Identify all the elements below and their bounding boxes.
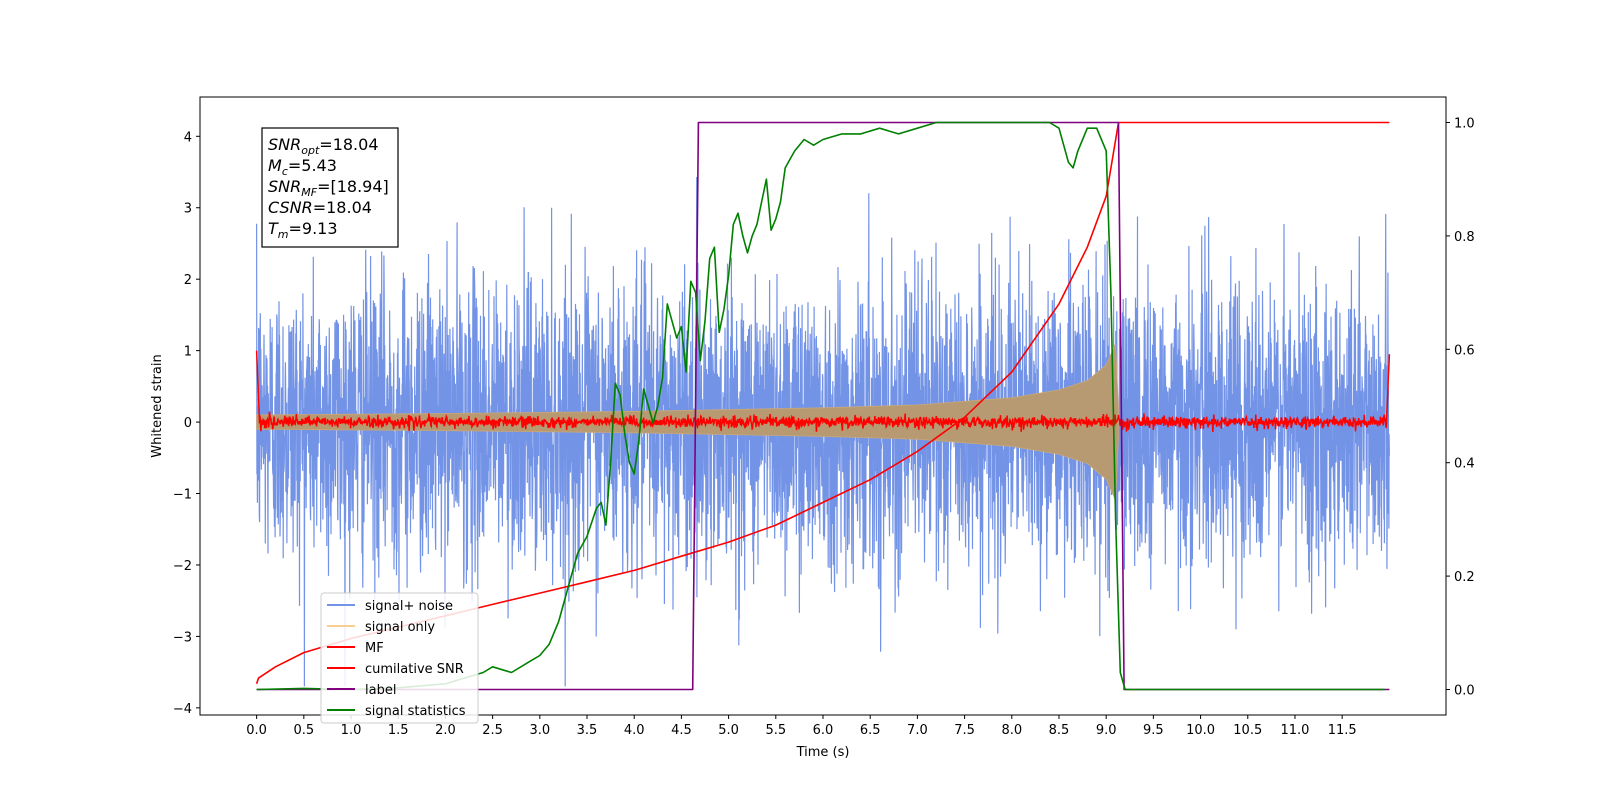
x-tick-label: 0.5 <box>293 723 314 738</box>
y2-tick-label: 1.0 <box>1454 117 1475 132</box>
x-tick-label: 6.0 <box>813 723 834 738</box>
x-tick-label: 1.5 <box>388 723 409 738</box>
stats-line: SNRopt=18.04 <box>268 135 379 157</box>
x-tick-label: 8.0 <box>1001 723 1022 738</box>
x-tick-label: 9.5 <box>1143 723 1164 738</box>
y2-tick-label: 0.8 <box>1454 230 1475 245</box>
x-axis: 0.0 0.5 1.0 1.5 2.0 2.5 3.0 3.5 4.0 4.5 5.0 5.5 6.0 6… <box>246 715 1357 738</box>
x-tick-label: 1.0 <box>341 723 362 738</box>
y-tick-label: 3 <box>184 202 192 217</box>
y-tick-label: −3 <box>173 630 192 645</box>
y2-tick-label: 0.2 <box>1454 570 1475 585</box>
x-tick-label: 2.0 <box>435 723 456 738</box>
legend-frame <box>320 592 479 724</box>
legend-label: signal+ noise <box>365 599 453 614</box>
x-tick-label: 11.5 <box>1328 723 1357 738</box>
stats-line: CSNR=18.04 <box>268 198 372 217</box>
y-axis-right: 0.0 0.2 0.4 0.6 0.8 1.0 <box>1446 117 1475 698</box>
y-axis-left: −4 −3 −2 −1 0 1 2 3 4 <box>173 130 200 717</box>
x-tick-label: 4.0 <box>624 723 645 738</box>
x-tick-label: 10.0 <box>1186 723 1215 738</box>
series-signal-noise <box>256 176 1390 687</box>
series-signal-statistics <box>256 121 1385 691</box>
y-tick-label: −4 <box>173 702 192 717</box>
x-tick-label: 6.5 <box>860 723 881 738</box>
x-tick-label: 0.0 <box>246 723 267 738</box>
x-tick-label: 4.5 <box>671 723 692 738</box>
legend: signal+ noise signal only MF cumilative SNR… <box>320 592 479 724</box>
legend-label: signal only <box>365 620 435 635</box>
legend-label: signal statistics <box>365 704 466 719</box>
x-tick-label: 5.0 <box>718 723 739 738</box>
series-mf <box>255 350 1391 433</box>
x-axis-label: Time (s) <box>796 745 850 760</box>
x-tick-label: 3.0 <box>529 723 550 738</box>
x-tick-label: 11.0 <box>1280 723 1309 738</box>
stats-line: Mc=5.43 <box>268 156 337 178</box>
stats-box-frame <box>261 127 399 248</box>
y-tick-label: −2 <box>173 559 192 574</box>
y-tick-label: 0 <box>184 416 192 431</box>
legend-label: label <box>365 683 396 698</box>
x-tick-label: 7.0 <box>907 723 928 738</box>
x-tick-label: 2.5 <box>482 723 503 738</box>
x-tick-label: 5.5 <box>765 723 786 738</box>
x-tick-label: 3.5 <box>577 723 598 738</box>
stats-line: SNRMF=[18.94] <box>268 177 389 199</box>
y-tick-label: −1 <box>173 488 192 503</box>
legend-label: MF <box>365 641 384 656</box>
x-tick-label: 10.5 <box>1233 723 1262 738</box>
stats-annotation: SNRopt=18.04Mc=5.43SNRMF=[18.94]CSNR=18.… <box>261 127 399 248</box>
x-tick-label: 8.5 <box>1049 723 1070 738</box>
stats-line: Tm=9.13 <box>268 219 338 241</box>
y-axis-label: Whitened strain <box>150 354 165 457</box>
y-tick-label: 2 <box>184 273 192 288</box>
y2-tick-label: 0.0 <box>1454 683 1475 698</box>
x-tick-label: 9.0 <box>1096 723 1117 738</box>
y2-tick-label: 0.6 <box>1454 343 1475 358</box>
y-tick-label: 4 <box>184 130 192 145</box>
y-tick-label: 1 <box>184 345 192 360</box>
y2-tick-label: 0.4 <box>1454 457 1475 472</box>
legend-label: cumilative SNR <box>365 662 464 677</box>
x-tick-label: 7.5 <box>954 723 975 738</box>
